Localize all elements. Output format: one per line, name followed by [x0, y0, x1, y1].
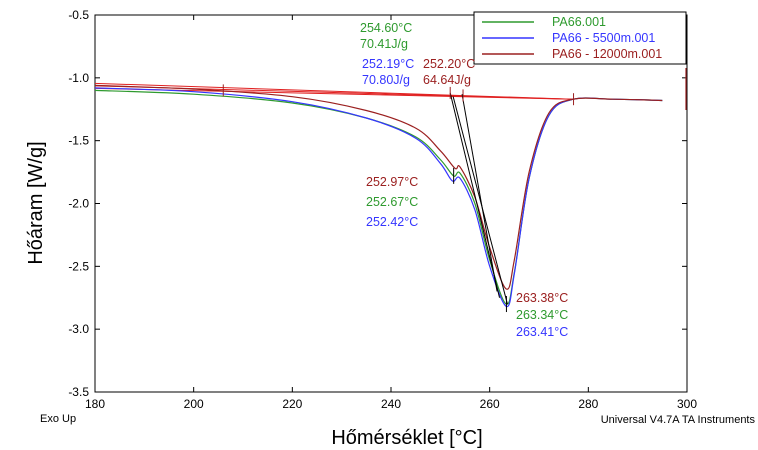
tangent-line [452, 96, 508, 305]
series-line [94, 84, 663, 290]
annotation-label: 252.20°C [423, 57, 475, 71]
x-tick-label: 300 [677, 397, 697, 411]
x-tick-label: 260 [480, 397, 500, 411]
x-tick-label: 200 [184, 397, 204, 411]
y-axis-title: Hőáram [W/g] [25, 141, 47, 264]
y-tick-label: -2.0 [68, 197, 89, 211]
annotations: 254.60°C 70.41J/g 252.19°C 70.80J/g 252.20°C… [360, 21, 568, 339]
x-axis-title: Hőmérséklet [°C] [331, 427, 482, 449]
annotation-label: 70.41J/g [360, 37, 408, 51]
x-tick-label: 240 [381, 397, 401, 411]
annotation-label: 70.80J/g [362, 73, 410, 87]
x-tick-label: 280 [578, 397, 598, 411]
y-tick-label: -1.5 [68, 134, 89, 148]
tangent-line [461, 94, 498, 292]
x-tick-label: 180 [85, 397, 105, 411]
y-tick-label: -2.5 [68, 259, 89, 273]
legend: PA66.001 PA66 - 5500m.001 PA66 - 12000m.00… [473, 11, 687, 65]
series-lines [94, 84, 663, 308]
legend-items: PA66.001 PA66 - 5500m.001 PA66 - 12000m.00… [482, 15, 662, 61]
footer-left: Exo Up [40, 413, 76, 425]
y-tick-label: -3.5 [68, 385, 89, 399]
annotation-label: 252.67°C [366, 195, 418, 209]
footer-right: Universal V4.7A TA Instruments [601, 414, 756, 426]
series-line [94, 87, 663, 308]
legend-label: PA66 - 12000m.001 [552, 47, 662, 61]
y-tick-label: -1.0 [68, 71, 89, 85]
tangent-line [449, 92, 501, 298]
legend-label: PA66.001 [552, 15, 606, 29]
y-tick-label: -0.5 [68, 8, 89, 22]
x-tick-label: 220 [282, 397, 302, 411]
annotation-label: 252.19°C [362, 57, 414, 71]
analysis-markers [222, 68, 687, 313]
annotation-label: 252.42°C [366, 215, 418, 229]
y-tick-label: -3.0 [68, 322, 89, 336]
axis-ticks: 180 200 220 240 260 280 300 -0.5 -1.0 -1.5 -2.0 -2.… [68, 8, 697, 411]
annotation-label: 263.38°C [516, 291, 568, 305]
annotation-label: 64.64J/g [423, 73, 471, 87]
annotation-label: 254.60°C [360, 21, 412, 35]
annotation-label: 252.97°C [366, 175, 418, 189]
baseline-line [94, 82, 574, 100]
annotation-label: 263.41°C [516, 325, 568, 339]
annotation-label: 263.34°C [516, 308, 568, 322]
legend-label: PA66 - 5500m.001 [552, 31, 655, 45]
plot-area [94, 14, 688, 393]
